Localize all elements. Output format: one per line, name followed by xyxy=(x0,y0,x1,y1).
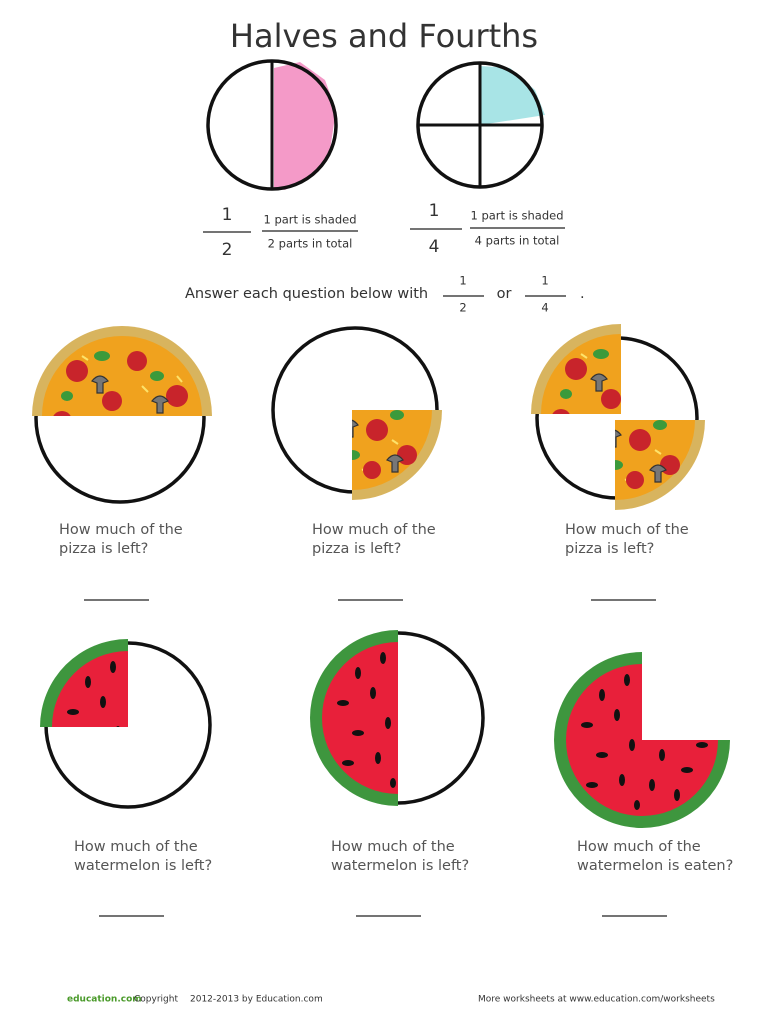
question-text: How much of the xyxy=(74,839,198,855)
total-label: 2 parts in total xyxy=(268,237,353,251)
question-text: How much of the xyxy=(565,522,689,538)
question-text: pizza is left? xyxy=(312,541,401,557)
numerator: 1 xyxy=(429,201,440,221)
pizza-half xyxy=(31,325,213,504)
instruction: Answer each question below with xyxy=(185,286,428,302)
question-text: watermelon is eaten? xyxy=(577,858,733,874)
title: Halves and Fourths xyxy=(230,17,538,55)
denominator: 2 xyxy=(459,301,466,315)
quarter-circle-example xyxy=(416,61,545,189)
denominator: 4 xyxy=(541,301,548,315)
years: 2012-2013 by Education.com xyxy=(190,995,323,1005)
period: . xyxy=(580,286,585,302)
pizza-two-quarters xyxy=(530,323,706,511)
questions: How much of the pizza is left? How much of… xyxy=(59,522,733,917)
question-text: pizza is left? xyxy=(59,541,148,557)
question-text: watermelon is left? xyxy=(331,858,469,874)
melon-three-quarters xyxy=(554,652,730,828)
question-text: How much of the xyxy=(312,522,436,538)
question-text: How much of the xyxy=(59,522,183,538)
melon-half xyxy=(310,630,485,806)
half-circle-example xyxy=(206,59,338,191)
question-text: watermelon is left? xyxy=(74,858,212,874)
denominator: 2 xyxy=(222,240,233,260)
shaded-label: 1 part is shaded xyxy=(263,213,356,227)
more-worksheets: More worksheets at www.education.com/wor… xyxy=(478,995,715,1005)
or: or xyxy=(497,286,512,302)
numerator: 1 xyxy=(222,205,233,225)
numerator: 1 xyxy=(541,274,548,288)
numerator: 1 xyxy=(459,274,466,288)
copyright: Copyright xyxy=(134,995,178,1005)
question-text: pizza is left? xyxy=(565,541,654,557)
denominator: 4 xyxy=(429,237,440,257)
shaded-label: 1 part is shaded xyxy=(470,209,563,223)
question-text: How much of the xyxy=(331,839,455,855)
logo: education.com xyxy=(67,995,142,1005)
melon-quarter xyxy=(40,639,212,809)
question-text: How much of the xyxy=(577,839,701,855)
total-label: 4 parts in total xyxy=(475,234,560,248)
pizza-quarter xyxy=(271,326,443,501)
